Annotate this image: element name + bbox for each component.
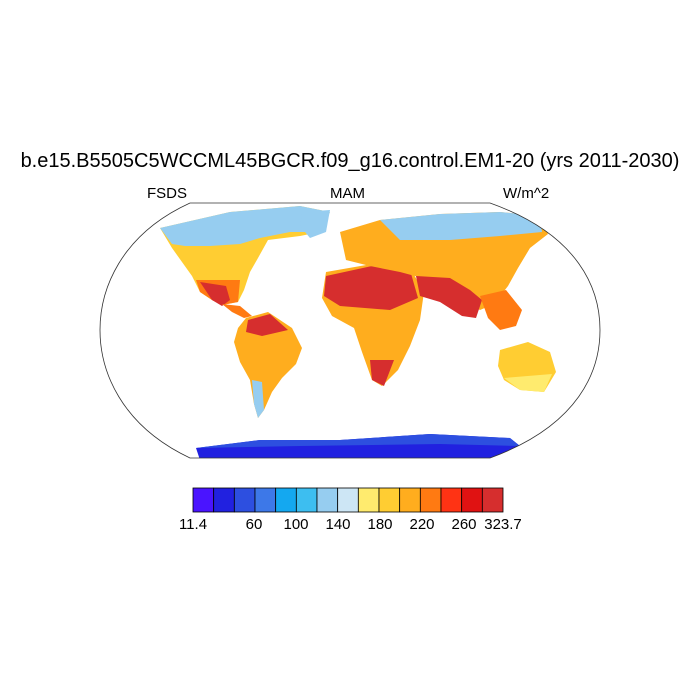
greenland <box>300 210 330 238</box>
colorbar-label: 11.4 <box>178 516 208 533</box>
colorbar-box <box>357 487 380 513</box>
colorbar-box <box>337 487 359 513</box>
colorbar-label: 323.7 <box>484 516 522 533</box>
colorbar-box <box>440 487 463 513</box>
colorbar-label: 260 <box>451 516 477 533</box>
antarctica-coast <box>196 434 520 448</box>
plot-title: b.e15.B5505C5WCCML45BGCR.f09_g16.control… <box>20 150 680 172</box>
andes-cool <box>252 380 264 418</box>
sahara-hot <box>324 266 418 310</box>
eurasia <box>340 212 548 310</box>
colorbar-box <box>213 487 235 513</box>
colorbar-box <box>378 487 401 513</box>
colorbar-box <box>192 487 215 513</box>
colorbar-label: 180 <box>367 516 393 533</box>
colorbar-box <box>254 487 277 513</box>
colorbar-box <box>295 487 318 513</box>
southern-africa-hot <box>370 360 394 386</box>
colorbar-label: 60 <box>245 516 263 533</box>
colorbar-label: 220 <box>409 516 435 533</box>
colorbar-box <box>419 487 442 513</box>
siberia-cool <box>380 212 542 240</box>
colorbar-label: 100 <box>283 516 309 533</box>
colorbar-box <box>399 487 421 513</box>
colorbar-box <box>481 487 504 513</box>
australia-south <box>504 374 552 392</box>
south-america <box>234 312 302 418</box>
units-label: W/m^2 <box>503 185 550 202</box>
mexico-hot <box>200 282 230 306</box>
south-america-north <box>246 314 288 336</box>
arabia-india-hot <box>416 276 482 318</box>
central-america <box>222 304 252 318</box>
southeast-asia <box>480 290 522 330</box>
colorbar-box <box>233 487 256 513</box>
season-label: MAM <box>330 185 365 202</box>
north-america-north <box>160 206 330 246</box>
colorbar-box <box>316 487 339 513</box>
colorbar-box <box>461 487 483 513</box>
colorbar-box <box>275 487 297 513</box>
variable-label: FSDS <box>147 185 188 202</box>
colorbar-label: 140 <box>325 516 351 533</box>
map-border <box>99 202 601 459</box>
